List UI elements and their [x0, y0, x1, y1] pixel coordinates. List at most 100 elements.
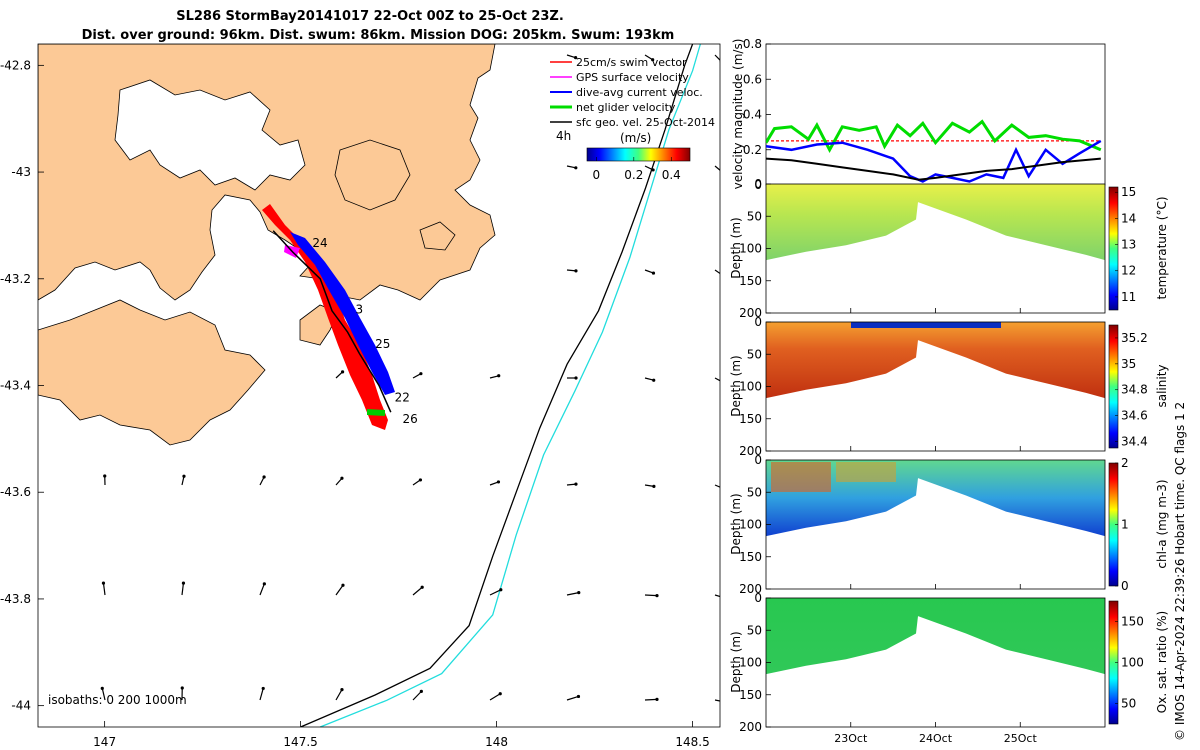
geo-velocity-arrow: [566, 165, 578, 170]
geo-velocity-arrow: [180, 686, 184, 701]
section-y-tick-label: 200: [739, 306, 762, 320]
section-y-tick-label: 0: [754, 453, 762, 467]
temperature-section-panel: 0 50 100 150 200 Depth (m) 11 12 13 14 15 temperatu…: [729, 177, 1169, 320]
track-day-label: 24: [312, 236, 327, 250]
map-y-tick-label: -43: [11, 165, 31, 179]
geo-velocity-arrow: [566, 591, 581, 596]
credit-text: © IMOS 14-Apr-2024 22:39:26 Hobart time.…: [1173, 402, 1187, 741]
chla-mid-patch: [836, 462, 896, 482]
geo-velocity-arrow: [644, 484, 656, 488]
map-panel: 24 3 25 22 26 147 147.5 148 148.5 -42.8 -43 -43.2…: [0, 43, 721, 749]
section-y-tick-label: 50: [747, 485, 762, 499]
velocity-y-tick-label: 0: [754, 178, 762, 192]
section-y-label: Depth (m): [729, 355, 743, 416]
colorbar-tick-label: 11: [1121, 290, 1136, 304]
isobaths-label: isobaths: 0 200 1000m: [48, 693, 187, 707]
geo-velocity-arrow: [412, 585, 424, 596]
land-islet: [419, 221, 456, 251]
track-day-label: 26: [403, 412, 418, 426]
velocity-panel: 0 0.2 0.4 0.6 0.8 velocity magnitude (m/s): [731, 37, 1106, 192]
map-x-ticks: 147 147.5 148 148.5: [93, 721, 710, 749]
velocity-axes-frame: [765, 43, 1106, 186]
geostrophic-velocity-arrows: [100, 54, 720, 702]
velocity-series-group: [766, 119, 1102, 183]
geo-velocity-arrow: [489, 588, 503, 596]
section-y-tick-label: 150: [739, 274, 762, 288]
section-data-field: [766, 184, 1105, 261]
current-velocity-swath: [290, 232, 395, 395]
geo-velocity-arrow: [181, 581, 186, 596]
geo-velocity-arrow: [335, 476, 344, 486]
section-x-tick-label: 23Oct: [834, 732, 868, 745]
geo-velocity-arrow: [567, 376, 578, 380]
colorbar-tick-label: 14: [1121, 211, 1136, 225]
land-peninsula-south: [38, 299, 266, 446]
section-y-tick-label: 200: [739, 582, 762, 596]
land-inner-estuary: [114, 79, 306, 191]
geo-velocity-arrow: [714, 699, 720, 702]
land-bay-island: [334, 139, 411, 211]
colorbar-tick-label: 34.6: [1121, 409, 1148, 423]
section-y-tick-label: 100: [739, 656, 762, 670]
velocity-y-ticks: 0 0.2 0.4 0.6 0.8: [743, 37, 771, 192]
section-y-label: Depth (m): [729, 493, 743, 554]
legend-label-dive-avg: dive-avg current veloc.: [576, 86, 703, 99]
colorbar-tick-label: 35.2: [1121, 331, 1148, 345]
velocity-y-tick-label: 0.6: [743, 72, 762, 86]
title-line-2: Dist. over ground: 96km. Dist. swum: 86k…: [82, 28, 675, 43]
geo-velocity-arrow: [259, 686, 265, 701]
map-y-tick-label: -42.8: [0, 58, 31, 72]
legend-entry-dive-avg: dive-avg current veloc.: [550, 86, 703, 99]
map-x-tick-label: 148: [485, 735, 508, 749]
geo-velocity-arrow: [566, 54, 578, 60]
map-y-tick-label: -43.6: [0, 485, 31, 499]
section-y-tick-label: 150: [739, 412, 762, 426]
section-y-tick-label: 100: [739, 518, 762, 532]
colorbar-tick-label: 34.4: [1121, 435, 1148, 449]
swim-vector-swath: [262, 204, 388, 430]
geo-velocity-arrow: [644, 697, 659, 702]
colorbar-tick-label: 2: [1121, 456, 1129, 470]
legend-entry-swim: 25cm/s swim vector: [550, 56, 687, 69]
velocity-series-line: [766, 139, 1102, 183]
glider-track-line: [272, 230, 392, 413]
map-x-tick-label: 147.5: [283, 735, 317, 749]
track-day-label: 3: [355, 302, 363, 316]
geo-velocity-arrow: [259, 475, 266, 486]
legend-label-net: net glider velocity: [576, 101, 676, 114]
geo-velocity-arrow: [100, 686, 106, 701]
map-axes-frame: [37, 43, 721, 728]
map-colorbar-ticks: 0 0.2 0.4: [593, 157, 681, 182]
colorbar-tick-label: 150: [1121, 615, 1144, 629]
section-y-tick-label: 100: [739, 380, 762, 394]
geo-velocity-arrow: [714, 377, 720, 382]
geo-velocity-arrow: [489, 692, 502, 701]
section-y-tick-label: 50: [747, 623, 762, 637]
colorbar-tick-label: 35: [1121, 357, 1136, 371]
geo-velocity-arrow: [644, 54, 655, 62]
colorbar-tick-label: 34.8: [1121, 383, 1148, 397]
legend-label-gps: GPS surface velocity: [576, 71, 689, 84]
section-data-field: [766, 322, 1105, 399]
salinity-surface-fresh-layer: [851, 322, 1001, 328]
legend-label-swim: 25cm/s swim vector: [576, 56, 687, 69]
section-y-tick-label: 0: [754, 591, 762, 605]
geo-velocity-arrow: [714, 165, 720, 171]
geo-velocity-arrow: [101, 581, 106, 596]
scale-arrow-label: 4h: [556, 129, 571, 143]
section-y-tick-label: 100: [739, 242, 762, 256]
section-y-tick-label: 50: [747, 209, 762, 223]
velocity-y-label: velocity magnitude (m/s): [731, 39, 745, 190]
map-y-tick-label: -43.8: [0, 592, 31, 606]
section-colorbar-label: temperature (°C): [1155, 197, 1169, 300]
colorbar-tick-label: 0: [1121, 579, 1129, 593]
geo-velocity-arrow: [644, 593, 659, 598]
geo-velocity-arrow: [259, 582, 266, 596]
section-y-tick-label: 150: [739, 688, 762, 702]
geo-velocity-arrow: [714, 594, 720, 598]
map-colorbar-tick-label: 0.2: [624, 168, 643, 182]
section-colorbar: [1108, 324, 1119, 449]
geo-velocity-arrow: [335, 583, 345, 596]
geo-velocity-arrow: [489, 480, 501, 486]
